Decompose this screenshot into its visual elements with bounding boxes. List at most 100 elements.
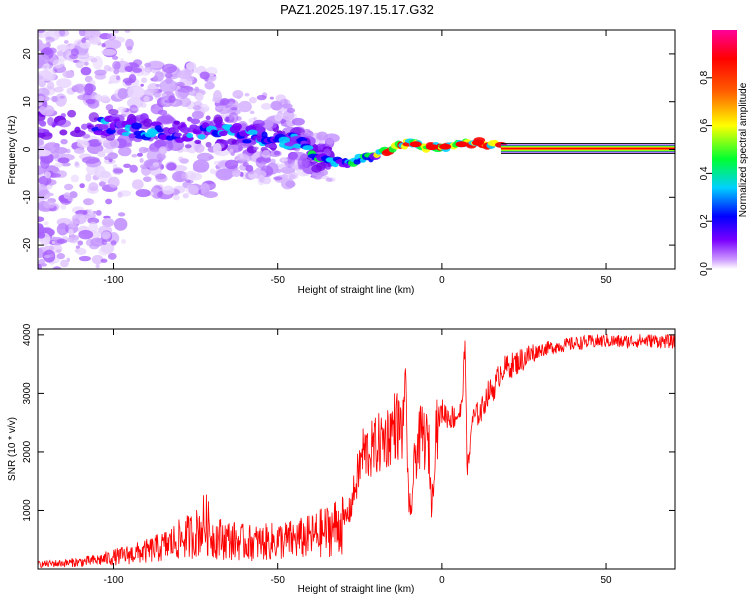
spectrogram-speckle	[79, 183, 85, 189]
spectrogram-speckle	[39, 106, 47, 114]
spectrogram-speckle	[75, 60, 84, 69]
spectrogram-speckle	[127, 85, 145, 99]
spectrogram-speckle	[131, 154, 138, 158]
spectrogram-speckle	[249, 110, 255, 115]
spectrogram-y-tick-label: -20	[22, 237, 33, 252]
spectrogram-x-ticks: -100 -50 0 50	[104, 30, 612, 286]
spectrogram-speckle	[218, 108, 230, 115]
spectrogram-speckle	[311, 170, 324, 180]
spectrogram-ridge-point	[278, 136, 290, 144]
spectrogram-speckle	[178, 156, 184, 163]
spectrogram-speckle	[181, 172, 187, 180]
spectrogram-speckle	[56, 249, 62, 253]
spectrogram-speckle	[113, 217, 128, 231]
spectrogram-speckle	[255, 157, 267, 168]
spectrogram-speckle	[70, 129, 86, 138]
spectrogram-ridge	[91, 115, 675, 169]
spectrogram-speckle	[59, 129, 68, 136]
spectrogram-speckle	[87, 208, 94, 215]
spectrogram-speckle	[179, 97, 192, 108]
spectrogram-speckle	[155, 174, 168, 183]
spectrogram-speckle	[49, 173, 61, 178]
spectrogram-speckle	[172, 194, 180, 201]
spectrogram-speckle	[38, 32, 43, 38]
spectrogram-speckle	[40, 156, 50, 169]
spectrogram-ridge-point	[186, 133, 194, 139]
colorbar-label: Normalized spectral amplitude	[738, 82, 749, 217]
snr-series-line	[38, 333, 675, 568]
spectrogram-speckle	[105, 104, 114, 111]
spectrogram-ridge-point	[264, 143, 277, 148]
spectrogram-speckle	[99, 95, 110, 102]
spectrogram-speckle	[77, 94, 91, 101]
spectrogram-speckle	[126, 48, 133, 54]
spectrogram-speckle	[91, 254, 104, 265]
spectrogram-speckle	[232, 89, 244, 99]
spectrogram-speckle	[126, 16, 131, 19]
spectrogram-speckle	[124, 65, 134, 72]
spectrogram-x-tick-label: 50	[600, 275, 612, 286]
spectrogram-speckle	[113, 30, 119, 34]
snr-x-tick-label: 0	[439, 575, 445, 586]
spectrogram-speckle	[276, 168, 282, 174]
spectrogram-speckle	[185, 62, 197, 70]
spectrogram-speckle	[165, 72, 173, 79]
spectrogram-speckle	[38, 149, 51, 157]
spectrogram-speckle	[117, 106, 127, 112]
spectrogram-speckle	[38, 87, 50, 97]
spectrogram-speckle	[95, 263, 100, 269]
spectrogram-speckle	[118, 146, 132, 157]
spectrogram-speckle	[220, 97, 230, 106]
spectrogram-speckle	[325, 177, 333, 182]
snr-x-ticks: -100 -50 0 50	[104, 329, 612, 586]
spectrogram-speckle	[166, 162, 177, 171]
spectrogram-speckle	[56, 223, 69, 236]
spectrogram-ridge-point	[261, 131, 268, 139]
spectrogram-speckle	[67, 109, 77, 118]
spectrogram-speckle	[113, 168, 124, 174]
spectrogram-speckle	[64, 183, 74, 191]
spectrogram-ridge-point	[218, 130, 228, 137]
spectrogram-speckle	[194, 86, 200, 92]
spectrogram-ridge-point	[197, 134, 206, 140]
spectrogram-speckle	[60, 138, 68, 145]
spectrogram-y-ticks: -20 -10 0 10 20	[22, 48, 675, 252]
spectrogram-ridge-point	[131, 122, 142, 130]
spectrogram-speckle	[121, 238, 126, 244]
spectrogram-speckle	[139, 157, 144, 163]
spectrogram-speckle	[153, 75, 159, 82]
spectrogram-speckle	[316, 131, 328, 141]
spectrogram-speckle	[63, 192, 71, 199]
spectrogram-hotspot	[409, 141, 422, 148]
spectrogram-ridge-point	[173, 132, 182, 137]
spectrogram-speckle	[81, 123, 88, 130]
spectrogram-speckle	[43, 245, 55, 251]
snr-y-tick-label: 3000	[22, 382, 33, 405]
spectrogram-speckle	[51, 241, 56, 244]
colorbar-tick-label: 0.2	[699, 214, 710, 228]
colorbar-tick-label: 0.6	[699, 118, 710, 132]
spectrogram-speckle	[136, 152, 143, 157]
spectrogram-speckle	[108, 109, 119, 116]
spectrogram-speckle	[270, 158, 276, 165]
spectrogram-speckle	[81, 37, 86, 44]
spectrogram-speckle	[89, 243, 100, 250]
spectrogram-speckle	[95, 210, 102, 216]
spectrogram-speckle	[82, 133, 91, 139]
spectrogram-speckle	[101, 217, 115, 228]
spectrogram-speckle	[71, 213, 87, 225]
spectrogram-ridge-point	[247, 129, 258, 136]
spectrogram-speckle	[101, 231, 111, 240]
spectrogram-speckle	[141, 77, 148, 84]
spectrogram-speckle	[60, 259, 69, 268]
spectrogram-speckle	[212, 89, 222, 104]
spectrogram-ridge-point	[97, 124, 109, 130]
spectrogram-speckle	[53, 86, 64, 93]
spectrogram-speckle	[183, 147, 190, 153]
spectrogram-speckle	[130, 107, 138, 112]
spectrogram-speckle	[285, 180, 296, 188]
spectrogram-speckle	[138, 146, 149, 154]
spectrogram-speckle	[113, 30, 119, 31]
